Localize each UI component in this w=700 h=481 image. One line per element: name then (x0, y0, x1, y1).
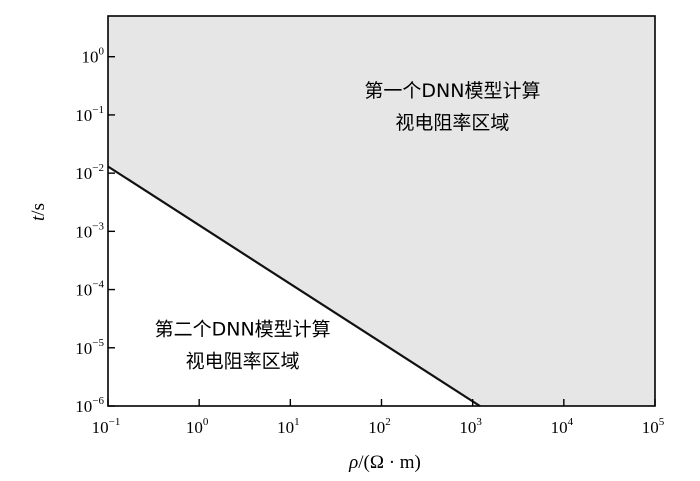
x-tick-exponent: 1 (294, 416, 300, 428)
upper-region-label-line-2: 视电阻率区域 (395, 112, 509, 134)
y-tick-label: 10−3 (75, 220, 104, 241)
x-tick-exponent: 2 (385, 416, 391, 428)
x-tick-exponent: 3 (476, 416, 482, 428)
y-tick-exponent: −5 (92, 337, 104, 349)
y-tick-base: 10 (75, 281, 92, 300)
y-tick-base: 10 (75, 222, 92, 241)
x-tick-exponent: −1 (109, 416, 121, 428)
y-tick-base: 10 (75, 339, 92, 358)
y-tick-base: 10 (82, 48, 99, 67)
x-tick-label: 104 (551, 416, 574, 437)
x-axis-unit: /(Ω · m) (358, 452, 421, 473)
x-tick-base: 10 (642, 418, 659, 437)
x-axis-symbol: ρ (348, 452, 358, 473)
y-tick-exponent: −3 (92, 220, 104, 232)
y-tick-exponent: −1 (92, 104, 104, 116)
x-tick-exponent: 4 (568, 416, 574, 428)
boundary-line (107, 165, 481, 407)
y-axis-symbol: t (28, 215, 49, 221)
x-tick-label: 105 (642, 416, 665, 437)
y-tick-label: 10−1 (75, 104, 104, 125)
x-tick-label: 10−1 (92, 416, 121, 437)
upper-region (108, 16, 655, 406)
y-tick-label: 100 (82, 46, 105, 67)
x-tick-exponent: 0 (203, 416, 209, 428)
x-tick-base: 10 (551, 418, 568, 437)
lower-region-label-line-2: 视电阻率区域 (186, 350, 300, 372)
tick-labels: 10−1 100 101 102 103 104 10510−610−510−410−310… (75, 46, 664, 437)
x-tick-base: 10 (186, 418, 203, 437)
x-tick-label: 103 (459, 416, 482, 437)
y-tick-base: 10 (75, 164, 92, 183)
y-tick-base: 10 (75, 397, 92, 416)
y-tick-base: 10 (75, 106, 92, 125)
y-axis-label: t/s (28, 203, 49, 221)
x-tick-base: 10 (277, 418, 294, 437)
y-tick-exponent: −4 (92, 279, 104, 291)
x-tick-label: 101 (277, 416, 300, 437)
y-tick-exponent: −6 (92, 395, 104, 407)
x-tick-base: 10 (459, 418, 476, 437)
x-tick-base: 10 (368, 418, 385, 437)
lower-region-label-line-1: 第二个DNN模型计算 (155, 318, 331, 340)
y-tick-label: 10−4 (75, 279, 104, 300)
y-tick-exponent: −2 (92, 162, 104, 174)
y-tick-label: 10−5 (75, 337, 104, 358)
x-tick-exponent: 5 (659, 416, 665, 428)
y-tick-exponent: 0 (99, 46, 105, 58)
x-tick-label: 102 (368, 416, 391, 437)
upper-region-label-line-1: 第一个DNN模型计算 (364, 80, 540, 102)
x-tick-base: 10 (92, 418, 109, 437)
x-tick-label: 100 (186, 416, 209, 437)
y-tick-label: 10−6 (75, 395, 104, 416)
y-tick-label: 10−2 (75, 162, 104, 183)
y-axis-unit: /s (28, 203, 49, 216)
ticks (107, 55, 656, 407)
x-axis-label: ρ/(Ω · m) (348, 452, 421, 473)
